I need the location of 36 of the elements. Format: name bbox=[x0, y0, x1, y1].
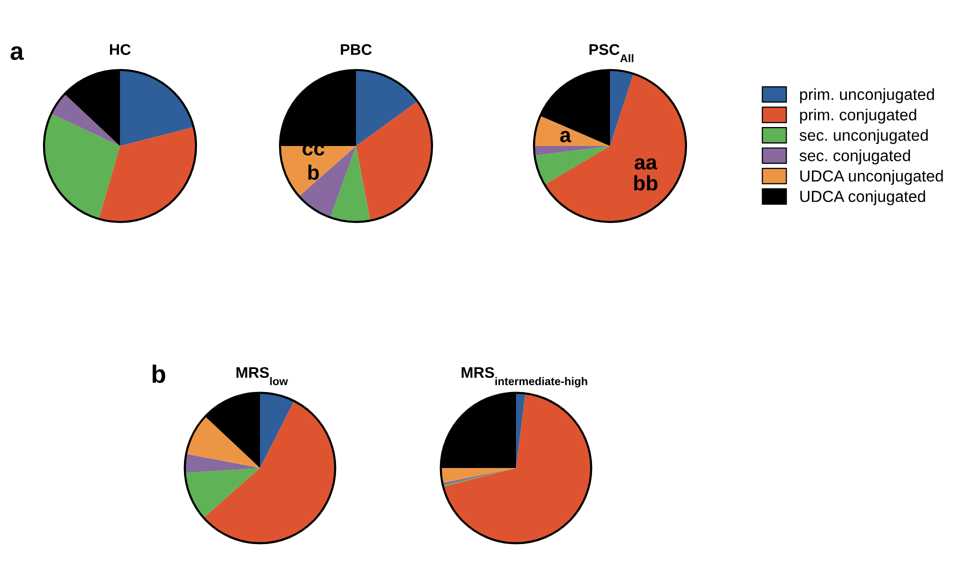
pie-slice bbox=[330, 146, 370, 222]
pie-slice bbox=[98, 127, 196, 222]
pie-slice bbox=[260, 392, 294, 468]
chart-title: HC bbox=[110, 44, 131, 55]
pie-slice bbox=[298, 146, 356, 218]
pie-slice bbox=[544, 74, 686, 222]
text: b bbox=[308, 164, 319, 180]
pie-slice bbox=[356, 101, 432, 221]
chart-title: PBC bbox=[340, 44, 372, 55]
text: aa bb bbox=[634, 158, 658, 191]
chart-title: PSCAll bbox=[590, 44, 634, 62]
pie-slice bbox=[204, 400, 336, 544]
pie-slice bbox=[534, 146, 610, 185]
pie-slice bbox=[516, 392, 526, 468]
pie-slice bbox=[51, 94, 120, 146]
legend-label: sec. conjugated bbox=[800, 150, 910, 164]
legend-label: sec. unconjugated bbox=[800, 129, 928, 144]
pie-slice bbox=[120, 70, 194, 146]
text: a bbox=[560, 130, 572, 142]
pie-slice bbox=[184, 468, 260, 518]
pie-slice bbox=[443, 393, 592, 544]
text: a bbox=[10, 46, 24, 60]
legend-label: prim. conjugated bbox=[800, 108, 916, 124]
pie-slice bbox=[356, 70, 418, 146]
pie-slice bbox=[186, 416, 260, 468]
legend-label: UDCA conjugated bbox=[800, 190, 926, 206]
pie-slice bbox=[610, 70, 634, 146]
legend-label: UDCA unconjugated bbox=[800, 170, 943, 185]
pie-slice bbox=[44, 114, 120, 219]
chart-title: MRSlow bbox=[236, 367, 288, 386]
chart-title: MRSintermediate-high bbox=[462, 367, 588, 388]
legend-label: prim. unconjugated bbox=[800, 88, 934, 104]
pie-slice bbox=[184, 454, 260, 473]
pie-slice bbox=[534, 116, 610, 146]
text: b bbox=[152, 364, 166, 383]
pie-slice bbox=[534, 146, 610, 156]
